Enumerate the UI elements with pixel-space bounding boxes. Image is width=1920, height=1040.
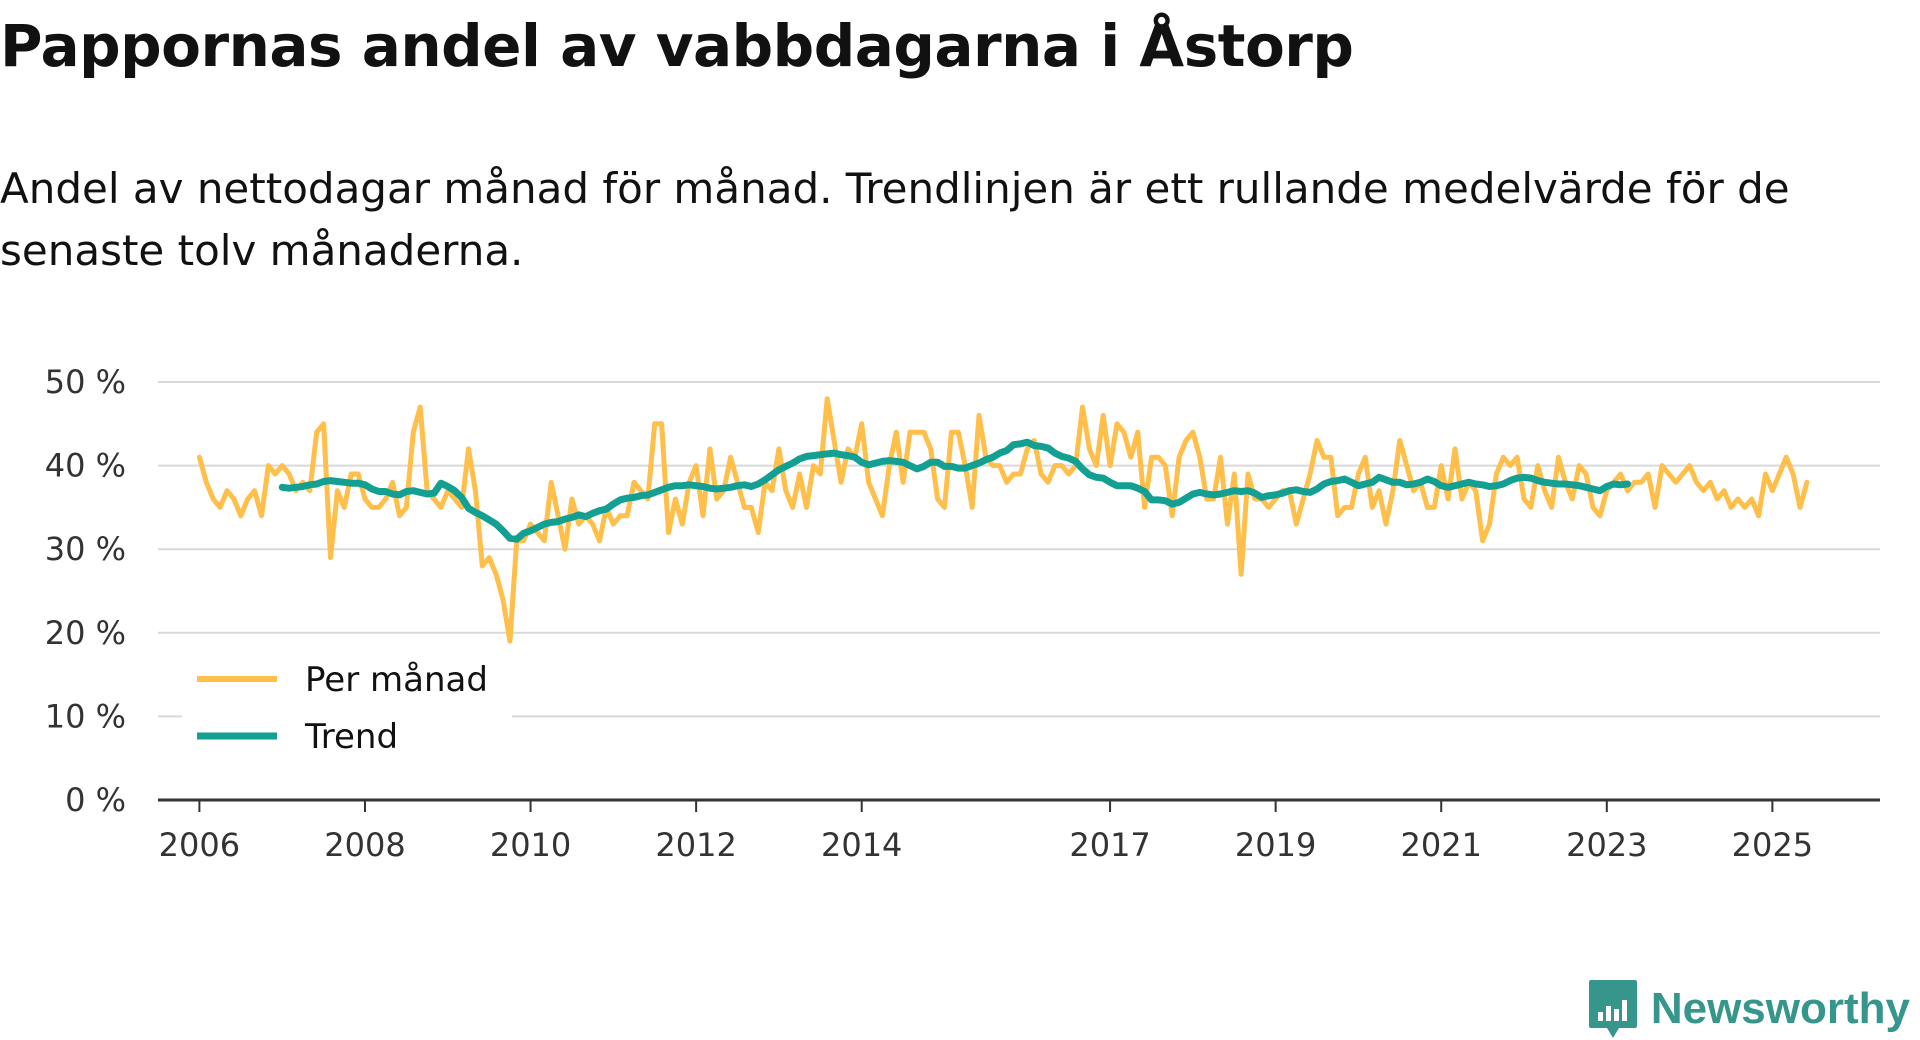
- x-tick-label: 2012: [655, 826, 736, 864]
- chart-subtitle: Andel av nettodagar månad för månad. Tre…: [0, 164, 1790, 275]
- x-tick-label: 2023: [1566, 826, 1647, 864]
- newsworthy-logo: Newsworthy: [1587, 978, 1910, 1040]
- y-tick-label: 40 %: [45, 447, 126, 485]
- y-axis-ticks: 0 % 10 % 20 % 30 % 40 % 50 %: [45, 363, 126, 819]
- y-tick-label: 50 %: [45, 363, 126, 401]
- legend-label-per-manad: Per månad: [305, 660, 488, 700]
- line-chart: 0 % 10 % 20 % 30 % 40 % 50 % 2006 2008 2010 2012…: [45, 363, 1880, 864]
- logo-text: Newsworthy: [1650, 984, 1910, 1033]
- y-tick-label: 20 %: [45, 614, 126, 652]
- legend: Per månad Trend: [182, 652, 512, 768]
- chart-title: Pappornas andel av vabbdagarna i Åstorp: [0, 12, 1354, 80]
- x-tick-label: 2025: [1732, 826, 1813, 864]
- series-line-per-manad: [196, 396, 1810, 644]
- legend-background: [182, 652, 512, 768]
- x-tick-label: 2014: [821, 826, 902, 864]
- x-tick-label: 2017: [1069, 826, 1150, 864]
- x-tick-label: 2019: [1235, 826, 1316, 864]
- series-line-trend: [278, 438, 1631, 543]
- x-tick-label: 2006: [159, 826, 240, 864]
- legend-label-trend: Trend: [304, 717, 398, 757]
- x-axis-ticks: 2006 2008 2010 2012 2014 2017 2019 2021 2023 2025: [159, 800, 1813, 864]
- bar-chart-badge-icon: [1588, 980, 1637, 1038]
- y-tick-label: 30 %: [45, 530, 126, 568]
- y-tick-label: 10 %: [45, 697, 126, 735]
- gridlines: [158, 381, 1880, 718]
- y-tick-label: 0 %: [65, 781, 126, 819]
- x-tick-label: 2021: [1401, 826, 1482, 864]
- x-tick-label: 2010: [490, 826, 571, 864]
- x-tick-label: 2008: [324, 826, 405, 864]
